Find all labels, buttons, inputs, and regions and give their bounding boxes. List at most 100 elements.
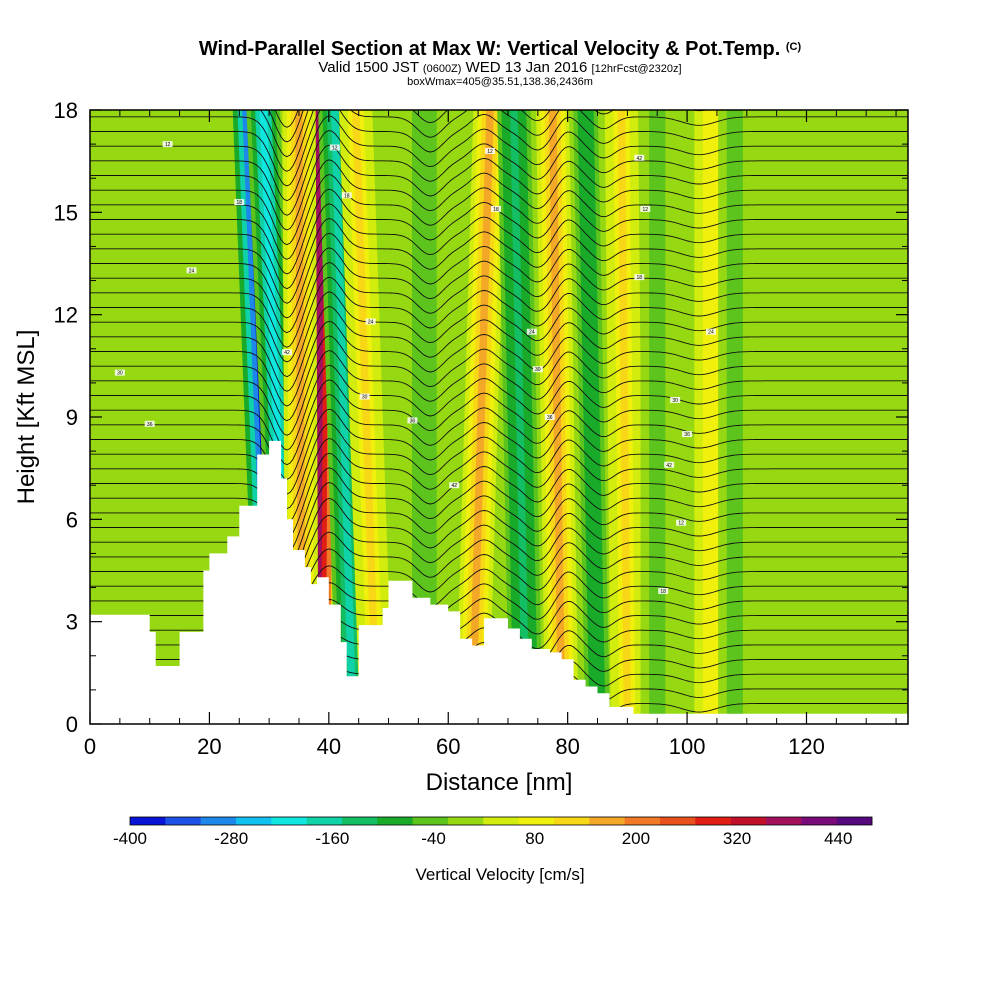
svg-text:18: 18 (637, 275, 643, 281)
chart-title-tag: (C) (785, 41, 802, 53)
theta-label: 30 (114, 369, 125, 377)
svg-text:36: 36 (410, 418, 416, 424)
theta-label: 24 (365, 318, 376, 325)
theta-label: 42 (664, 461, 675, 469)
theta-label: 24 (186, 267, 197, 274)
theta-label: 18 (491, 205, 502, 213)
colorbar-swatch (730, 817, 767, 825)
theta-label: 24 (705, 328, 716, 336)
velocity-bands (232, 110, 752, 724)
theta-contour (90, 130, 908, 216)
theta-contour (90, 320, 908, 407)
colorbar-swatch (801, 817, 837, 825)
colorbar-swatch (130, 817, 166, 825)
colorbar-swatch (695, 817, 731, 825)
colorbar-swatch (624, 817, 661, 825)
theta-label: 42 (282, 349, 293, 356)
svg-text:30: 30 (362, 395, 368, 401)
theta-contour (90, 423, 908, 510)
theta-label: 42 (449, 482, 460, 489)
theta-label: 18 (658, 587, 669, 595)
svg-text:18: 18 (493, 207, 499, 213)
colorbar-title: Vertical Velocity [cm/s] (415, 865, 584, 884)
theta-contour (90, 394, 908, 480)
x-tick-label: 120 (788, 734, 825, 759)
velocity-band (548, 110, 566, 724)
theta-contour (90, 482, 908, 568)
colorbar-label: -160 (315, 829, 349, 848)
theta-label: 24 (526, 328, 537, 336)
svg-text:30: 30 (672, 398, 678, 404)
theta-contour (90, 247, 908, 334)
svg-text:36: 36 (147, 422, 153, 428)
y-axis-title: Height [Kft MSL] (13, 330, 40, 505)
colorbar-swatch (412, 817, 449, 825)
theta-contour (90, 408, 908, 495)
theta-label: 12 (162, 141, 173, 148)
svg-text:30: 30 (535, 367, 541, 373)
colorbar-label: -400 (113, 829, 147, 848)
theta-label: 18 (234, 199, 245, 206)
theta-contour-labels: 12 18 24 30 36 42 12 18 24 30 36 42 12 18 24 30 36 42 12 18… (114, 141, 716, 595)
valid-date: WED 13 Jan 2016 (465, 59, 588, 76)
theta-contour (90, 110, 908, 172)
svg-text:18: 18 (660, 589, 666, 595)
velocity-band (731, 110, 739, 724)
y-tick-label: 0 (66, 712, 78, 737)
svg-text:42: 42 (284, 350, 290, 356)
colorbar-swatch (448, 817, 484, 825)
x-tick-label: 20 (197, 734, 221, 759)
theta-contour (90, 115, 908, 202)
colorbar-swatch (554, 817, 590, 825)
colorbar-swatch (236, 817, 272, 825)
theta-contour (90, 110, 908, 187)
y-tick-label: 9 (66, 405, 78, 430)
colorbar-label: 320 (723, 829, 751, 848)
colorbar-label: 80 (525, 829, 544, 848)
y-tick-label: 18 (54, 98, 78, 123)
theta-contour (90, 514, 908, 592)
theta-label: 30 (670, 396, 681, 404)
colorbar-swatch (306, 817, 343, 825)
svg-text:36: 36 (547, 415, 553, 421)
colorbar-label: -280 (214, 829, 248, 848)
theta-contour (90, 467, 908, 554)
svg-text:12: 12 (678, 521, 684, 527)
utc-time: (0600Z) (422, 63, 462, 75)
x-tick-label: 0 (84, 734, 96, 759)
theta-label: 30 (532, 366, 543, 373)
velocity-band (653, 110, 661, 724)
theta-contour (90, 159, 908, 246)
svg-text:42: 42 (637, 156, 643, 162)
colorbar-label: -40 (421, 829, 446, 848)
theta-contour (90, 218, 908, 304)
velocity-band (351, 110, 381, 724)
theta-contour (90, 498, 908, 581)
theta-label: 36 (144, 420, 155, 428)
velocity-band (468, 110, 494, 724)
theta-contour (90, 144, 908, 231)
theta-label: 12 (640, 205, 651, 213)
valid-time: Valid 1500 JST (318, 59, 419, 76)
colorbar-label: 200 (622, 829, 650, 848)
svg-text:30: 30 (117, 371, 123, 377)
svg-text:18: 18 (236, 200, 242, 206)
velocity-band (617, 110, 632, 724)
theta-contour (90, 276, 908, 363)
theta-contour (90, 452, 908, 539)
forecast-info: [12hrFcst@2320z] (591, 63, 682, 75)
svg-text:12: 12 (487, 149, 493, 155)
y-tick-label: 3 (66, 610, 78, 635)
colorbar-swatch (165, 817, 201, 825)
colorbar-swatch (518, 817, 555, 825)
colorbar-swatch (200, 817, 237, 825)
y-tick-label: 12 (54, 303, 78, 328)
theta-label: 12 (485, 147, 496, 155)
svg-text:12: 12 (165, 142, 171, 148)
theta-contour (90, 291, 908, 378)
theta-contour (90, 335, 908, 422)
theta-contour (90, 262, 908, 348)
colorbar-swatch (766, 817, 802, 825)
box-wmax-info: boxWmax=405@35.51,138.36,2436m (407, 76, 593, 88)
